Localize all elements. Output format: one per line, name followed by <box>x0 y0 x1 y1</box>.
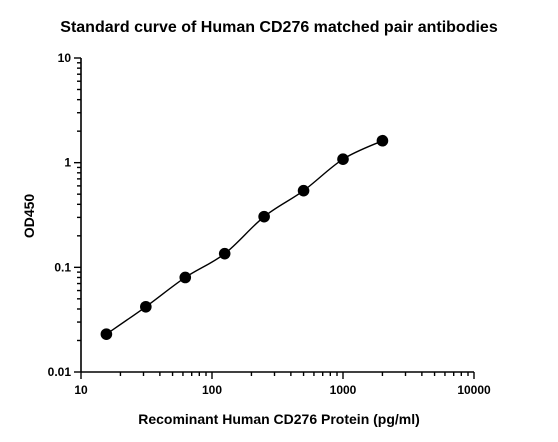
data-point <box>140 300 152 313</box>
data-point <box>258 210 270 223</box>
y-tick-label: 1 <box>64 156 71 170</box>
y-axis-label: OD450 <box>21 194 37 239</box>
x-tick-label: 10000 <box>457 383 491 397</box>
data-point <box>337 153 349 165</box>
ticks: 10 100 1000 10000 10 1 0.1 0.01 <box>48 51 491 397</box>
x-tick-label: 100 <box>202 383 222 397</box>
data-point <box>218 247 231 260</box>
y-tick-label: 0.01 <box>48 365 72 379</box>
data-point <box>297 184 310 197</box>
y-tick-label: 0.1 <box>54 260 71 274</box>
data-point <box>100 328 113 340</box>
data-point <box>179 271 192 284</box>
data-points <box>100 134 389 340</box>
x-tick-label: 10 <box>74 383 88 397</box>
plot-area: 10 100 1000 10000 10 1 0.1 0.01 <box>48 51 491 397</box>
x-tick-label: 1000 <box>330 383 357 397</box>
chart-title: Standard curve of Human CD276 matched pa… <box>60 19 498 36</box>
y-tick-label: 10 <box>58 51 72 65</box>
data-point <box>376 134 389 147</box>
x-axis-label: Recominant Human CD276 Protein (pg/ml) <box>138 411 420 427</box>
